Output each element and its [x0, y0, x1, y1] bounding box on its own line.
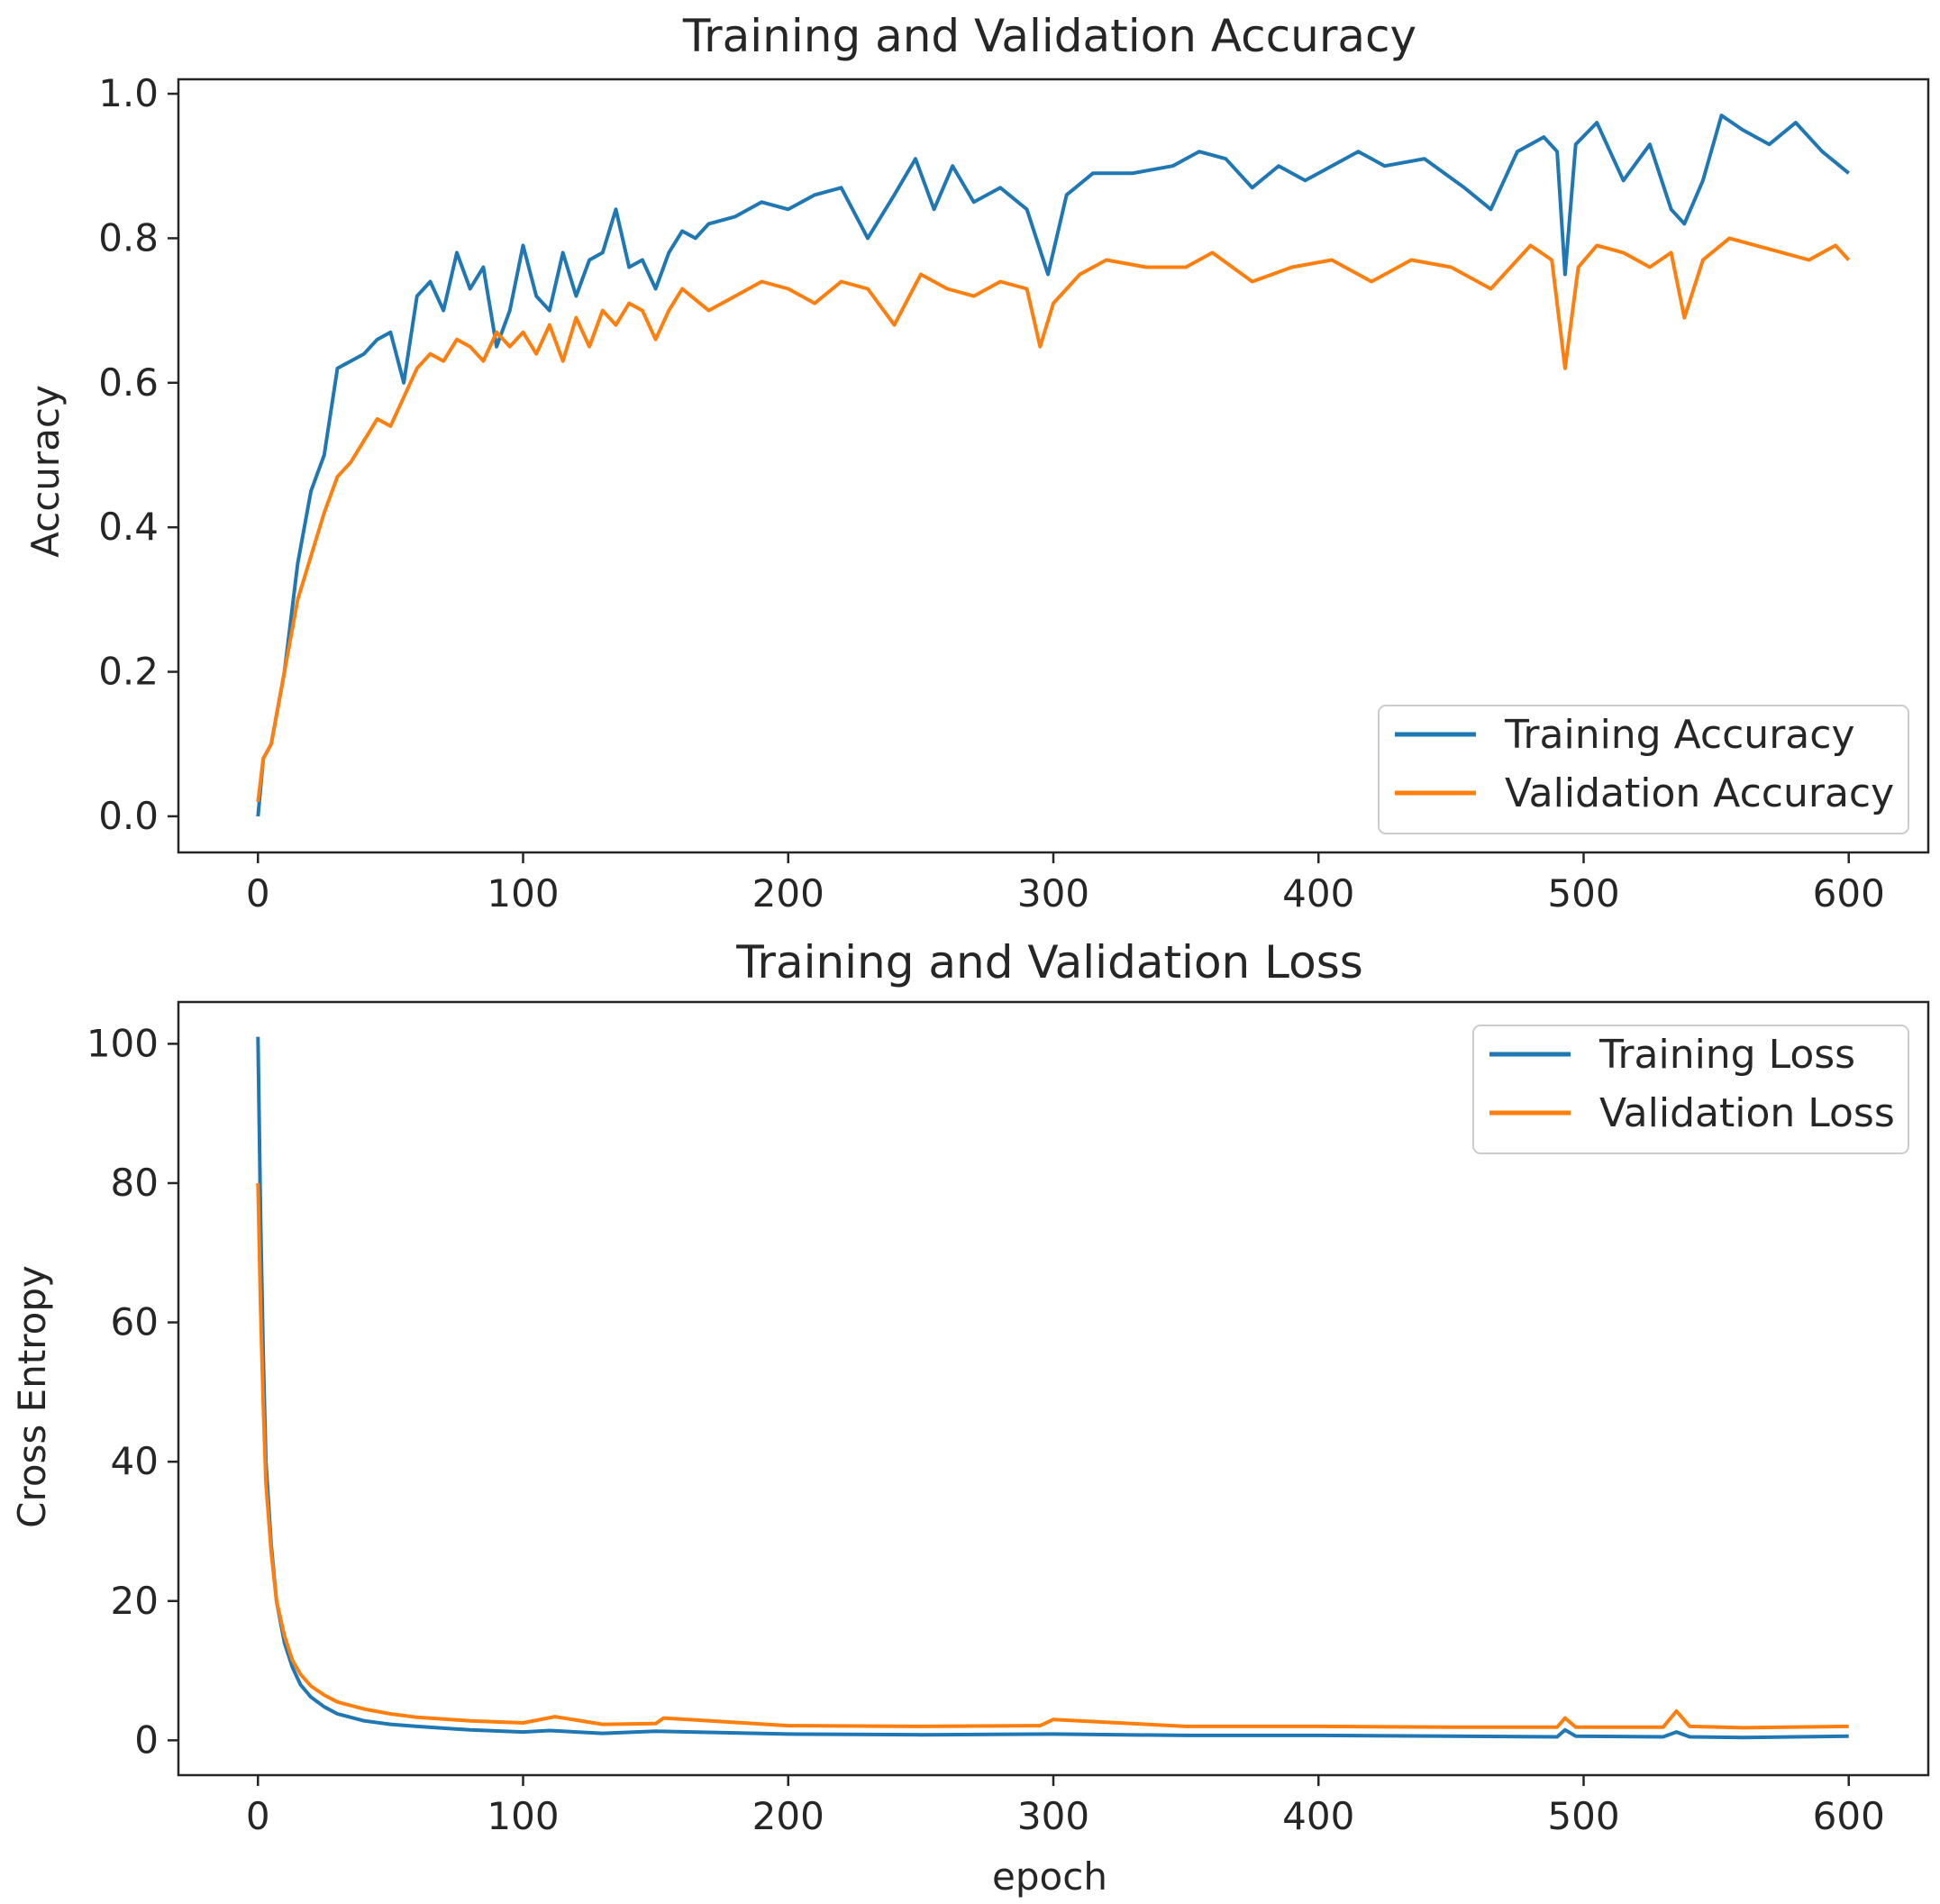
accuracy-series-layer: [256, 114, 1851, 817]
loss-x-tick-label: 500: [1547, 1794, 1619, 1838]
loss-x-tick-label: 600: [1813, 1794, 1885, 1838]
accuracy-title: Training and Validation Accuracy: [682, 10, 1416, 62]
loss-x-tick-label: 400: [1282, 1794, 1354, 1838]
validation-loss-line: [256, 1182, 1849, 1730]
loss-y-tick-label: 0: [134, 1717, 159, 1762]
accuracy-y-tick-label: 0.8: [98, 215, 159, 260]
legend-training-loss-label: Training Loss: [1598, 1032, 1855, 1078]
training-accuracy-line: [256, 114, 1850, 817]
accuracy-ticks-layer: 0 100 200 300 400 500 600 0.0 0.2 0.4 0.6 0.8 1.0: [98, 71, 1885, 916]
loss-y-tick-label: 60: [111, 1300, 159, 1344]
loss-x-tick-label: 0: [246, 1794, 270, 1838]
loss-ticks-layer: 0 100 200 300 400 500 600 0 20 40 60 80 100: [87, 1021, 1885, 1838]
loss-series-layer: [256, 1036, 1849, 1740]
accuracy-legend-box: [1378, 705, 1909, 834]
accuracy-y-tick-label: 1.0: [98, 71, 159, 115]
accuracy-x-tick-label: 600: [1813, 871, 1885, 916]
accuracy-x-tick-label: 100: [487, 871, 559, 916]
accuracy-x-tick-label: 200: [752, 871, 824, 916]
accuracy-y-tick-label: 0.6: [98, 360, 159, 405]
loss-y-label: Cross Entropy: [10, 1265, 54, 1528]
legend-training-accuracy-label: Training Accuracy: [1504, 712, 1854, 758]
accuracy-x-tick-label: 400: [1282, 871, 1354, 916]
loss-axes-frame: [177, 1000, 1930, 1777]
accuracy-y-tick-label: 0.4: [98, 505, 159, 549]
accuracy-axes-frame: [177, 77, 1930, 854]
accuracy-x-tick-label: 500: [1547, 871, 1619, 916]
accuracy-chart: Training and Validation Accuracy Accurac…: [23, 10, 1930, 916]
loss-y-tick-label: 80: [111, 1161, 159, 1205]
loss-x-label: epoch: [992, 1854, 1107, 1899]
loss-legend: Training Loss Validation Loss: [1472, 1025, 1909, 1154]
validation-accuracy-line: [256, 236, 1851, 803]
loss-y-tick-label: 20: [111, 1579, 159, 1623]
loss-x-tick-label: 300: [1017, 1794, 1089, 1838]
loss-legend-box: [1472, 1025, 1909, 1154]
loss-x-tick-label: 100: [487, 1794, 559, 1838]
accuracy-x-tick-label: 300: [1017, 871, 1089, 916]
loss-x-tick-label: 200: [752, 1794, 824, 1838]
accuracy-y-tick-label: 0.2: [98, 650, 159, 694]
accuracy-legend: Training Accuracy Validation Accuracy: [1378, 705, 1909, 834]
legend-validation-loss-label: Validation Loss: [1599, 1090, 1895, 1136]
legend-validation-accuracy-label: Validation Accuracy: [1505, 770, 1894, 816]
loss-y-tick-label: 40: [111, 1439, 159, 1483]
accuracy-x-tick-label: 0: [246, 871, 270, 916]
accuracy-y-label: Accuracy: [23, 385, 68, 558]
loss-y-tick-label: 100: [87, 1021, 159, 1065]
loss-title: Training and Validation Loss: [735, 936, 1363, 988]
loss-chart: Training and Validation Loss Cross Entro…: [10, 936, 1930, 1899]
accuracy-y-tick-label: 0.0: [98, 794, 159, 838]
